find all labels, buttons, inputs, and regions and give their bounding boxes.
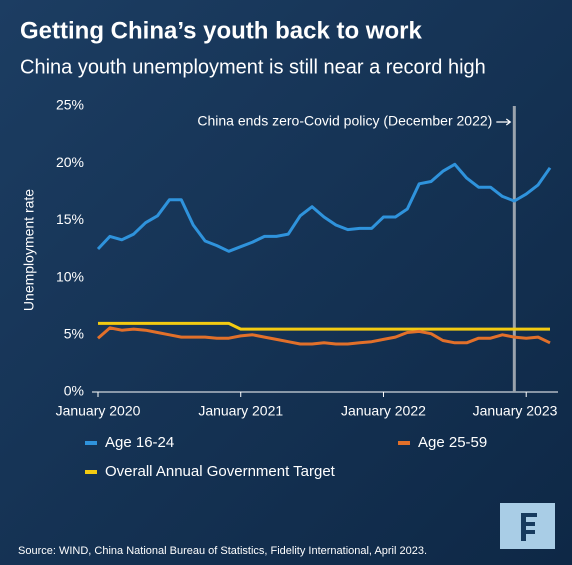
y-axis-label: Unemployment rate [21,189,37,311]
series-line [96,162,552,253]
y-tick-label: 15% [56,211,84,227]
series-line [98,321,550,331]
logo-glyph [521,513,537,541]
chart-title: Getting China’s youth back to work [20,17,422,44]
x-tick-label: January 2022 [341,403,426,419]
y-tick-label: 5% [64,326,84,342]
x-tick-label: January 2020 [56,403,141,419]
chart-subtitle: China youth unemployment is still near a… [20,56,486,78]
legend-label: Age 16-24 [105,434,174,451]
x-tick-label: January 2023 [473,403,558,419]
annotation-text: China ends zero-Covid policy (December 2… [197,113,492,129]
y-tick-label: 0% [64,383,84,399]
series-line [97,326,551,346]
source: Source: WIND, China National Bureau of S… [18,545,427,557]
y-tick-label: 20% [56,154,84,170]
legend-label: Age 25-59 [418,434,487,451]
y-tick-label: 25% [56,97,84,113]
annotation-arrow [496,118,512,126]
legend-label: Overall Annual Government Target [105,463,336,480]
x-tick-label: January 2021 [198,403,283,419]
y-tick-label: 10% [56,268,84,284]
logo [500,503,555,549]
